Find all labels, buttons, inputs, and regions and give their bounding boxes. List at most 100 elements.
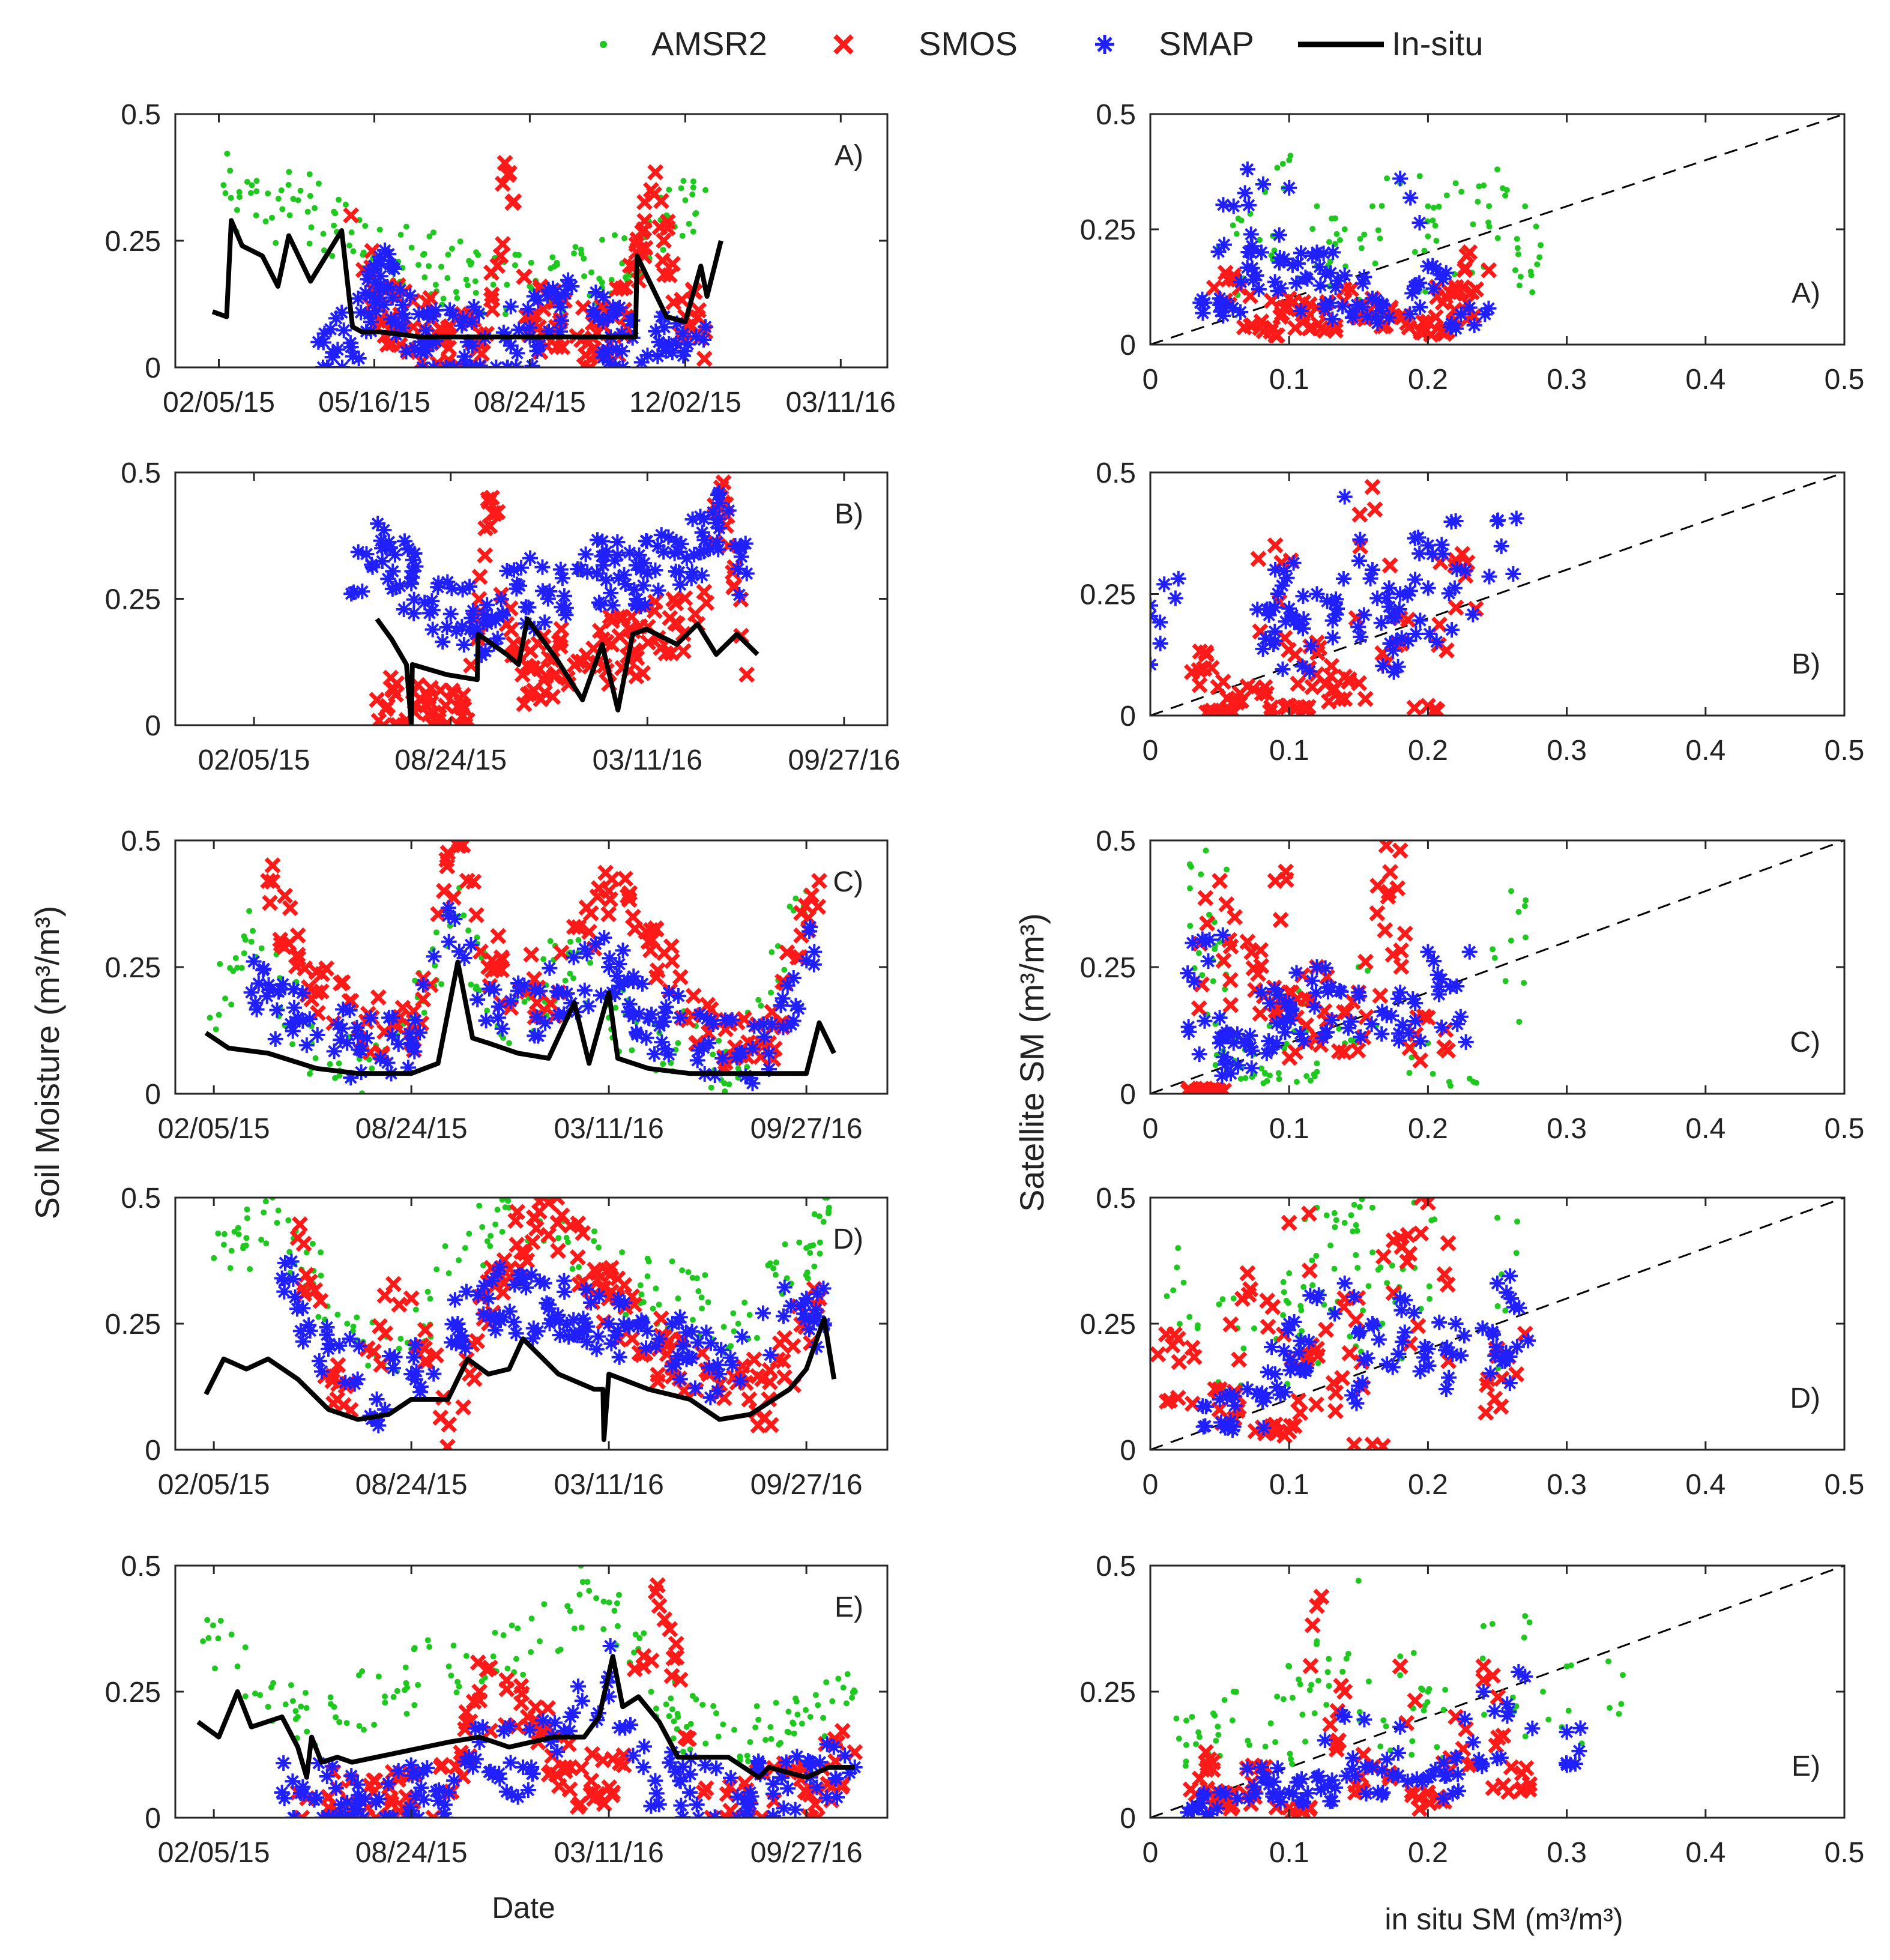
amsr2-point <box>1281 1289 1287 1295</box>
smap-point <box>1390 991 1406 1007</box>
smos-point <box>566 918 582 935</box>
amsr2-point <box>1299 1711 1306 1718</box>
amsr2-point <box>1315 1677 1321 1684</box>
amsr2-point <box>1326 1683 1332 1689</box>
smap-point <box>710 487 726 503</box>
smap-point <box>464 314 480 330</box>
x-tick-label: 0.4 <box>1685 1469 1725 1501</box>
amsr2-point <box>1213 1737 1219 1744</box>
smap-point <box>396 601 412 617</box>
smos-point <box>1171 1354 1188 1370</box>
smap-point <box>374 553 390 569</box>
in-situ-series <box>204 959 836 1076</box>
smap-point <box>750 1755 767 1772</box>
smap-point <box>1218 295 1234 312</box>
smos-point <box>1514 1765 1530 1782</box>
smap-point <box>560 272 576 288</box>
smap-point <box>510 1789 526 1805</box>
smap-point <box>285 1773 301 1790</box>
amsr2-point <box>1514 236 1520 242</box>
amsr2-point <box>371 1722 378 1728</box>
smap-point <box>482 1308 498 1324</box>
smap-point <box>277 1255 293 1271</box>
x-tick-label: 0.5 <box>1825 1837 1865 1869</box>
amsr2-point <box>1616 1711 1622 1717</box>
smap-point <box>588 936 604 952</box>
smap-point <box>624 312 641 328</box>
smap-point <box>696 532 713 548</box>
amsr2-point <box>702 187 708 193</box>
smap-point <box>350 291 366 307</box>
smos-point <box>387 717 404 725</box>
smap-point <box>788 998 804 1014</box>
smos-point <box>1521 1781 1538 1798</box>
amsr2-point <box>261 1209 267 1216</box>
smap-point <box>510 975 527 991</box>
smos-point <box>553 621 570 638</box>
smos-point <box>575 300 591 316</box>
smap-point <box>302 1322 318 1339</box>
smap-point <box>1269 1379 1285 1395</box>
smos-point <box>1419 1784 1436 1801</box>
smap-point <box>1242 1028 1258 1043</box>
smap-point <box>503 298 519 315</box>
amsr2-point <box>499 1228 506 1235</box>
smap-point <box>1392 985 1408 1001</box>
smap-point <box>472 358 488 367</box>
smap-point <box>1239 161 1255 178</box>
amsr2-point <box>262 1198 269 1205</box>
amsr2-point <box>1527 268 1534 275</box>
smos-point <box>561 1781 578 1798</box>
one-to-one-line <box>1150 472 1844 716</box>
smap-point <box>578 1281 594 1297</box>
smap-point <box>524 358 540 367</box>
amsr2-point <box>217 1618 224 1624</box>
amsr2-point <box>375 1673 382 1680</box>
smap-point <box>678 550 695 567</box>
smos-point <box>690 302 707 319</box>
right-y-axis-label: Satellite SM (m³/m³) <box>1013 913 1051 1212</box>
amsr2-point <box>1422 288 1429 295</box>
amsr2-point <box>576 1591 583 1598</box>
y-tick-label: 0 <box>1120 1079 1136 1111</box>
smap-point <box>746 1018 762 1034</box>
amsr2-point <box>320 231 327 237</box>
smap-point <box>744 1040 761 1057</box>
amsr2-point <box>1436 204 1442 210</box>
amsr2-point <box>1432 222 1439 229</box>
smap-point <box>507 1277 523 1293</box>
amsr2-point <box>629 1047 635 1054</box>
smap-point <box>713 1342 729 1358</box>
smap-point <box>407 1012 423 1028</box>
smap-point <box>698 319 714 335</box>
smos-point <box>666 615 683 632</box>
amsr2-point <box>331 1704 337 1710</box>
smos-point <box>1290 1392 1306 1409</box>
x-tick-label: 0.4 <box>1685 1113 1725 1145</box>
amsr2-point <box>257 1692 264 1698</box>
smap-point <box>542 583 558 600</box>
amsr2-point <box>1533 223 1539 230</box>
amsr2-point <box>1272 1739 1279 1745</box>
smap-point <box>1488 1339 1505 1355</box>
smos-point <box>516 696 533 713</box>
smap-point <box>301 1011 318 1027</box>
amsr2-point <box>382 1693 388 1699</box>
smap-point <box>1411 546 1428 562</box>
smap-point <box>1214 1067 1230 1084</box>
left-panel-e: 00.250.502/05/15 08/24/15 03/11/16 09/27/16… <box>105 1551 889 1869</box>
amsr2-point <box>246 908 253 914</box>
amsr2-point <box>1300 1283 1307 1290</box>
smap-point <box>776 1308 792 1324</box>
amsr2-point <box>1187 923 1194 929</box>
smap-point <box>847 1759 863 1775</box>
smos-point <box>1374 645 1391 662</box>
smap-point <box>522 550 539 566</box>
smos-point <box>260 873 277 889</box>
amsr2-point <box>238 965 245 971</box>
y-tick-label: 0 <box>145 352 161 384</box>
smap-point <box>1493 1750 1509 1766</box>
amsr2-point <box>799 1720 805 1727</box>
smap-point <box>334 304 350 321</box>
smos-point <box>1281 1049 1298 1066</box>
